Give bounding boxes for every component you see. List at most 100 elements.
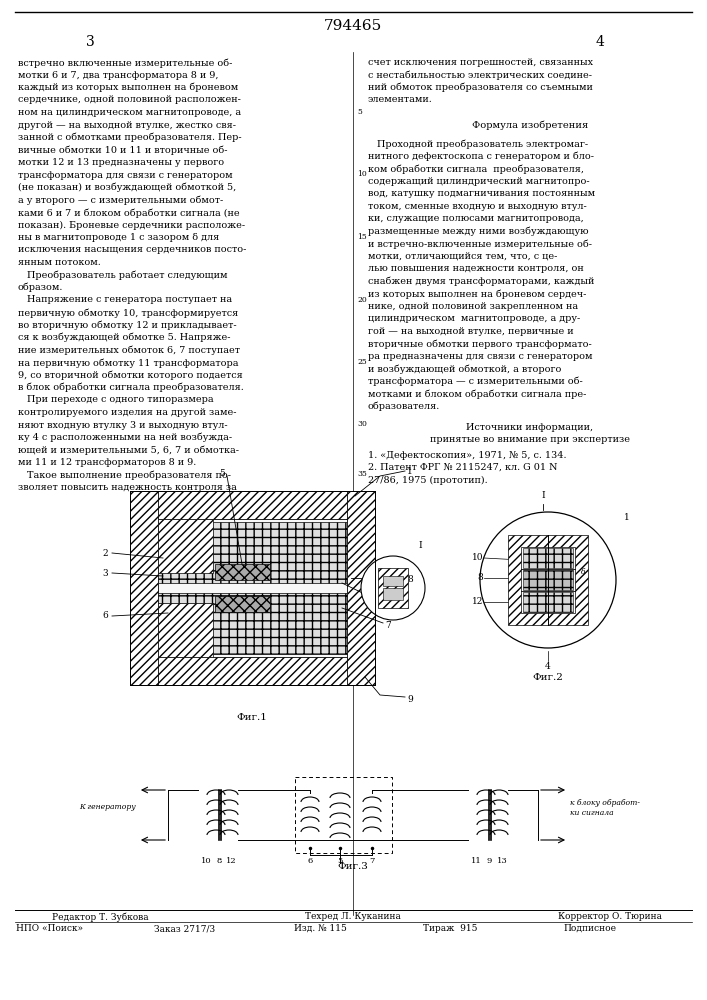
Text: 2: 2: [102, 548, 107, 558]
Circle shape: [480, 512, 616, 648]
Text: Напряжение с генератора поступает на: Напряжение с генератора поступает на: [18, 296, 232, 304]
Text: (не показан) и возбуждающей обмоткой 5,: (не показан) и возбуждающей обмоткой 5,: [18, 183, 236, 192]
Text: лью повышения надежности контроля, он: лью повышения надежности контроля, он: [368, 264, 584, 273]
Text: 11: 11: [471, 857, 481, 865]
Bar: [521, 547, 575, 613]
Text: 20: 20: [357, 296, 367, 304]
Text: размещенные между ними возбуждающую: размещенные между ними возбуждающую: [368, 227, 588, 236]
Bar: [383, 576, 403, 586]
Text: δ: δ: [581, 568, 585, 576]
Text: элементами.: элементами.: [368, 96, 433, 104]
Text: в блок обработки сигнала преобразователя.: в блок обработки сигнала преобразователя…: [18, 383, 244, 392]
Text: 8: 8: [407, 576, 413, 584]
Text: 30: 30: [357, 420, 367, 428]
Bar: [158, 593, 347, 654]
Bar: [215, 596, 270, 612]
Text: мотки, отличающийся тем, что, с це-: мотки, отличающийся тем, что, с це-: [368, 252, 557, 261]
Bar: [158, 519, 347, 657]
Text: Фиг.2: Фиг.2: [532, 673, 563, 682]
Text: контролируемого изделия на другой заме-: контролируемого изделия на другой заме-: [18, 408, 237, 417]
Text: образователя.: образователя.: [368, 402, 440, 411]
Text: содержащий цилиндрический магнитопро-: содержащий цилиндрический магнитопро-: [368, 177, 590, 186]
Text: другой — на выходной втулке, жестко свя-: другой — на выходной втулке, жестко свя-: [18, 120, 236, 129]
Text: счет исключения погрешностей, связанных: счет исключения погрешностей, связанных: [368, 58, 593, 67]
Bar: [523, 592, 573, 612]
Text: 9: 9: [486, 857, 491, 865]
Bar: [347, 491, 375, 685]
Text: нике, одной половиной закрепленном на: нике, одной половиной закрепленном на: [368, 302, 578, 311]
Text: ра предназначены для связи с генератором: ра предназначены для связи с генератором: [368, 352, 592, 361]
Text: Проходной преобразователь электромаг-: Проходной преобразователь электромаг-: [368, 139, 588, 149]
Bar: [158, 522, 347, 583]
Text: 2. Патент ФРГ № 2115247, кл. G 01 N: 2. Патент ФРГ № 2115247, кл. G 01 N: [368, 463, 558, 472]
Text: первичную обмотку 10, трансформируется: первичную обмотку 10, трансформируется: [18, 308, 238, 318]
Text: 7: 7: [385, 621, 391, 631]
Bar: [523, 570, 573, 590]
Bar: [130, 657, 375, 685]
Text: 4: 4: [545, 662, 551, 671]
Text: Формула изобретения: Формула изобретения: [472, 120, 588, 130]
Text: 27/86, 1975 (прототип).: 27/86, 1975 (прототип).: [368, 476, 488, 485]
Text: ми 11 и 12 трансформаторов 8 и 9.: ми 11 и 12 трансформаторов 8 и 9.: [18, 458, 197, 467]
Text: 6: 6: [102, 611, 107, 620]
Text: сердечнике, одной половиной расположен-: сердечнике, одной половиной расположен-: [18, 96, 241, 104]
Bar: [158, 519, 213, 573]
Text: а у второго — с измерительными обмот-: а у второго — с измерительными обмот-: [18, 196, 223, 205]
Text: 3: 3: [102, 568, 107, 578]
Text: мотками и блоком обработки сигнала пре-: мотками и блоком обработки сигнала пре-: [368, 389, 586, 399]
Text: Фиг.1: Фиг.1: [237, 713, 267, 722]
Text: ны в магнитопроводе 1 с зазором δ для: ны в магнитопроводе 1 с зазором δ для: [18, 233, 219, 242]
Bar: [158, 603, 213, 657]
Text: 10: 10: [201, 857, 211, 865]
Bar: [215, 564, 270, 580]
Text: Корректор О. Тюрина: Корректор О. Тюрина: [558, 912, 662, 921]
Text: 7: 7: [369, 857, 375, 865]
Text: 35: 35: [357, 471, 367, 479]
Text: Тираж  915: Тираж 915: [423, 924, 477, 933]
Text: Такое выполнение преобразователя по-: Такое выполнение преобразователя по-: [18, 471, 231, 480]
Bar: [378, 568, 408, 608]
Text: вод, катушку подмагничивания постоянным: вод, катушку подмагничивания постоянным: [368, 189, 595, 198]
Text: 12: 12: [226, 857, 236, 865]
Text: ном на цилиндрическом магнитопроводе, а: ном на цилиндрическом магнитопроводе, а: [18, 108, 241, 117]
Text: Источники информации,: Источники информации,: [467, 423, 594, 432]
Text: нитного дефектоскопа с генератором и бло-: нитного дефектоскопа с генератором и бло…: [368, 152, 594, 161]
Text: 1: 1: [624, 512, 630, 522]
Text: 3: 3: [86, 35, 94, 49]
Text: вторичные обмотки первого трансформато-: вторичные обмотки первого трансформато-: [368, 339, 592, 349]
Text: и возбуждающей обмоткой, а второго: и возбуждающей обмоткой, а второго: [368, 364, 561, 374]
Text: принятые во внимание при экспертизе: принятые во внимание при экспертизе: [430, 436, 630, 444]
Text: Преобразователь работает следующим: Преобразователь работает следующим: [18, 270, 228, 280]
Text: 8: 8: [477, 574, 483, 582]
Text: ющей и измерительными 5, 6, 7 и обмотка-: ющей и измерительными 5, 6, 7 и обмотка-: [18, 446, 239, 455]
Text: ки сигнала: ки сигнала: [570, 809, 614, 817]
Text: няют входную втулку 3 и выходную втул-: няют входную втулку 3 и выходную втул-: [18, 420, 228, 430]
Text: током, сменные входную и выходную втул-: током, сменные входную и выходную втул-: [368, 202, 587, 211]
Text: трансформатора для связи с генератором: трансформатора для связи с генератором: [18, 170, 233, 180]
Text: 6: 6: [308, 857, 312, 865]
Text: 794465: 794465: [324, 19, 382, 33]
Text: ние измерительных обмоток 6, 7 поступает: ние измерительных обмоток 6, 7 поступает: [18, 346, 240, 355]
Text: 4: 4: [595, 35, 604, 49]
Text: 15: 15: [357, 233, 367, 241]
Text: 5: 5: [219, 468, 225, 478]
Text: ком обработки сигнала  преобразователя,: ком обработки сигнала преобразователя,: [368, 164, 584, 174]
Text: 8: 8: [216, 857, 222, 865]
Text: 5: 5: [337, 857, 343, 865]
Text: занной с обмотками преобразователя. Пер-: занной с обмотками преобразователя. Пер-: [18, 133, 242, 142]
Text: мотки 12 и 13 предназначены у первого: мотки 12 и 13 предназначены у первого: [18, 158, 224, 167]
Text: 10: 10: [357, 170, 367, 178]
Text: 25: 25: [357, 358, 367, 366]
Text: Редактор Т. Зубкова: Редактор Т. Зубкова: [52, 912, 148, 922]
Text: 1. «Дефектоскопия», 1971, № 5, с. 134.: 1. «Дефектоскопия», 1971, № 5, с. 134.: [368, 450, 566, 460]
Circle shape: [361, 556, 425, 620]
Text: трансформатора — с измерительными об-: трансформатора — с измерительными об-: [368, 377, 583, 386]
Text: I: I: [541, 491, 545, 500]
Text: 13: 13: [496, 857, 508, 865]
Text: мотки 6 и 7, два трансформатора 8 и 9,: мотки 6 и 7, два трансформатора 8 и 9,: [18, 70, 218, 80]
Text: ки, служащие полюсами магнитопровода,: ки, служащие полюсами магнитопровода,: [368, 214, 584, 223]
Text: ний обмоток преобразователя со съемными: ний обмоток преобразователя со съемными: [368, 83, 593, 93]
Text: вичные обмотки 10 и 11 и вторичные об-: вичные обмотки 10 и 11 и вторичные об-: [18, 145, 228, 155]
Text: образом.: образом.: [18, 283, 64, 292]
Text: во вторичную обмотку 12 и прикладывает-: во вторичную обмотку 12 и прикладывает-: [18, 320, 237, 330]
